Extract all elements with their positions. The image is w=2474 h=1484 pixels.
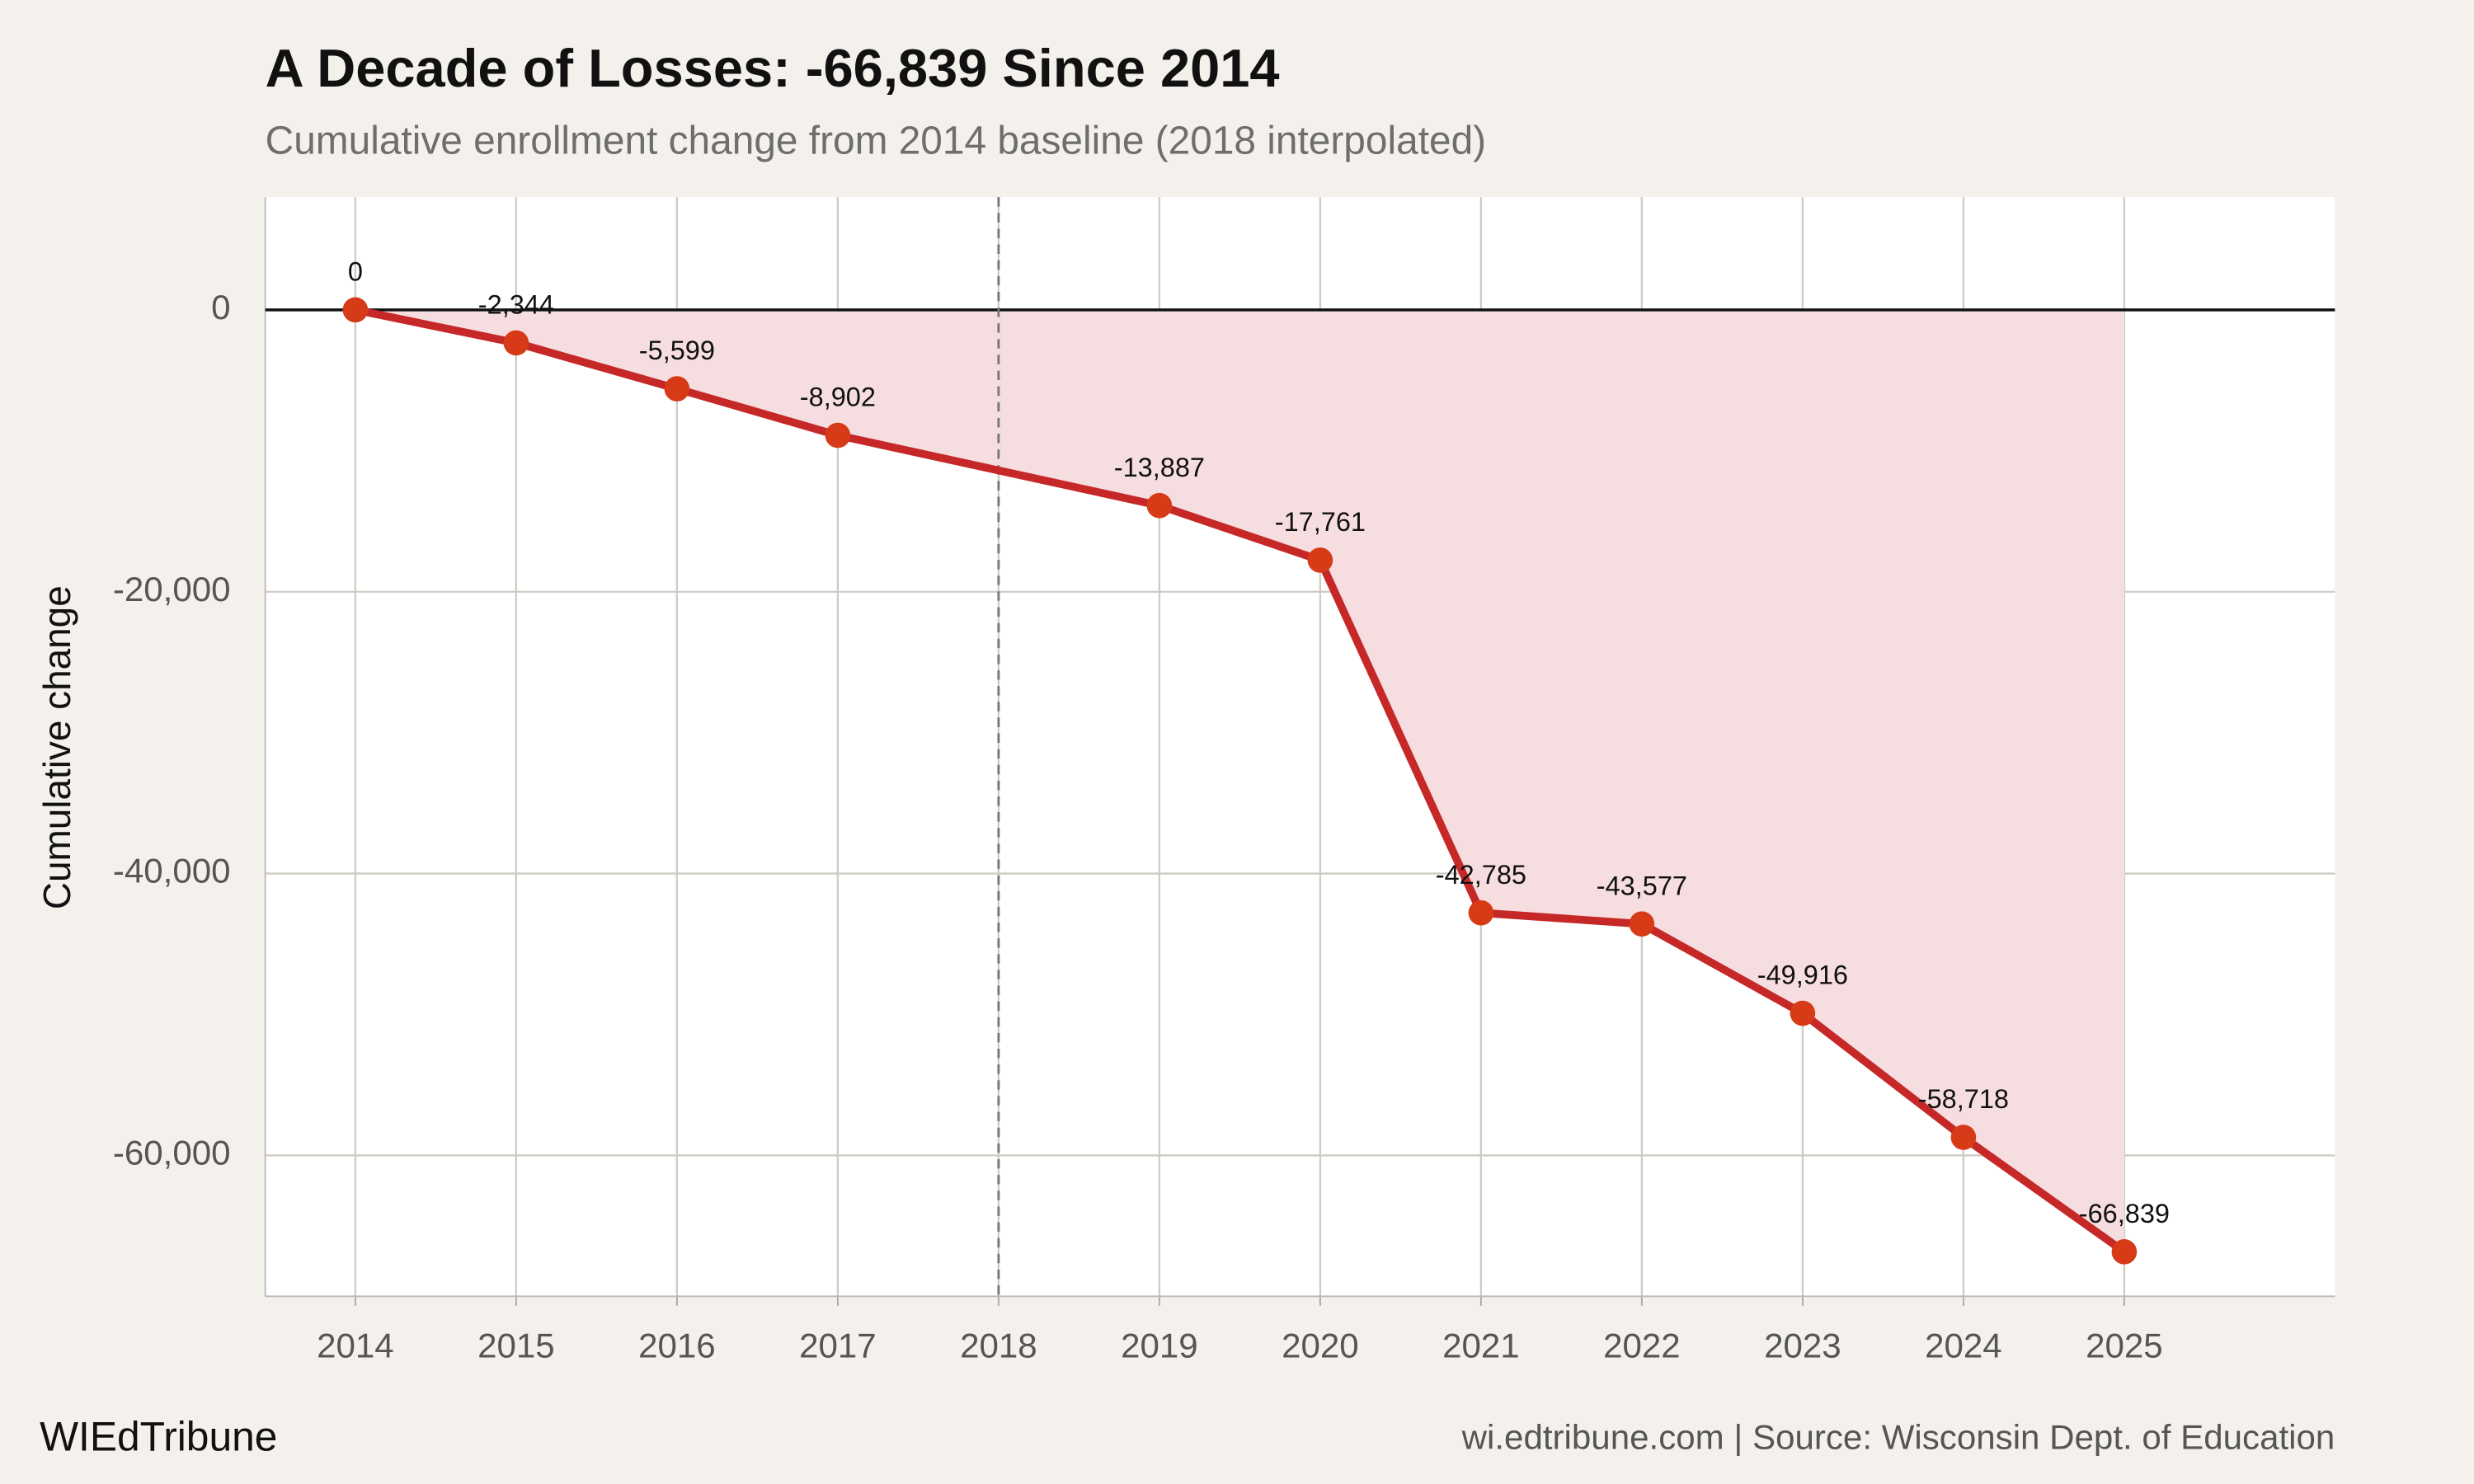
- chart-title: A Decade of Losses: -66,839 Since 2014: [266, 38, 1280, 98]
- point: [1790, 1000, 1816, 1026]
- x-tick-label: 2022: [1603, 1327, 1681, 1365]
- value-label: -43,577: [1597, 871, 1687, 900]
- point: [1307, 547, 1333, 573]
- point: [503, 330, 529, 356]
- point: [1629, 911, 1655, 937]
- value-label: -5,599: [639, 336, 715, 365]
- value-label: -42,785: [1436, 860, 1526, 890]
- x-tick-label: 2018: [960, 1327, 1037, 1365]
- value-label: -49,916: [1757, 960, 1848, 990]
- point: [1950, 1125, 1977, 1150]
- y-tick-label: -40,000: [113, 852, 231, 890]
- point: [342, 297, 369, 323]
- point: [2111, 1239, 2138, 1265]
- x-tick-label: 2017: [799, 1327, 877, 1365]
- x-tick-label: 2020: [1282, 1327, 1359, 1365]
- x-tick-label: 2014: [317, 1327, 394, 1365]
- source-note: wi.edtribune.com | Source: Wisconsin Dep…: [1461, 1418, 2335, 1457]
- value-label: -13,887: [1114, 453, 1205, 482]
- point: [1146, 492, 1173, 519]
- y-tick-label: 0: [211, 288, 230, 326]
- chart-subtitle: Cumulative enrollment change from 2014 b…: [266, 120, 1486, 163]
- y-tick-label: -20,000: [113, 570, 231, 608]
- brand: WIEdTribune: [40, 1414, 277, 1460]
- value-label: 0: [348, 256, 363, 286]
- x-tick-label: 2016: [638, 1327, 716, 1365]
- x-tick-label: 2023: [1764, 1327, 1841, 1365]
- x-tick-label: 2019: [1121, 1327, 1198, 1365]
- value-label: -58,718: [1918, 1084, 2009, 1114]
- area: [355, 309, 2124, 1252]
- value-label: -17,761: [1275, 507, 1366, 537]
- x-tick-label: 2025: [2086, 1327, 2163, 1365]
- value-label: -8,902: [800, 383, 876, 412]
- value-label: -66,839: [2079, 1199, 2170, 1228]
- y-axis-label: Cumulative change: [35, 585, 78, 909]
- value-label: -2,344: [478, 290, 554, 320]
- x-tick-label: 2021: [1442, 1327, 1520, 1365]
- x-tick-label: 2015: [477, 1327, 555, 1365]
- point: [825, 422, 851, 448]
- y-tick-label: -60,000: [113, 1134, 231, 1172]
- x-tick-label: 2024: [1925, 1327, 2002, 1365]
- point: [664, 376, 690, 402]
- point: [1468, 899, 1494, 926]
